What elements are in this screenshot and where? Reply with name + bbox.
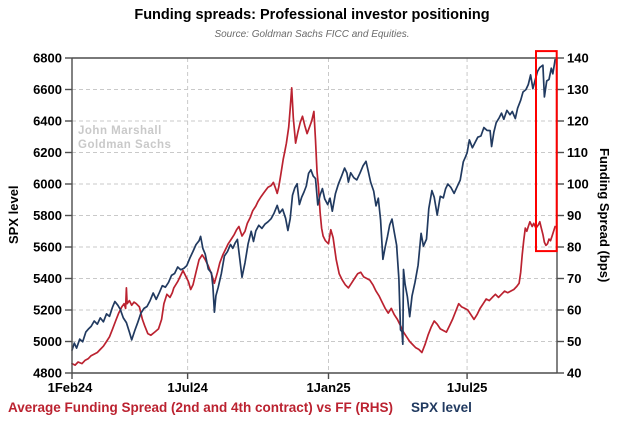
watermark-line1: John Marshall (78, 125, 162, 137)
left-tick-label: 6200 (33, 145, 62, 160)
left-tick-label: 5800 (33, 208, 62, 223)
legend: Average Funding Spread (2nd and 4th cont… (8, 400, 618, 415)
left-tick-label: 6000 (33, 177, 62, 192)
left-tick-label: 6600 (33, 82, 62, 97)
right-tick-label: 120 (567, 114, 589, 129)
highlight-box (535, 50, 558, 253)
funding-spread-line (71, 87, 556, 366)
legend-funding-label: Average Funding Spread (2nd and 4th cont… (8, 400, 394, 415)
right-tick-label: 90 (567, 208, 581, 223)
x-tick-label: 1Jul24 (167, 380, 208, 395)
left-tick-label: 6400 (33, 114, 62, 129)
right-tick-label: 40 (567, 366, 581, 381)
chart-title: Funding spreads: Professional investor p… (134, 7, 490, 23)
watermark: John Marshall Goldman Sachs (78, 124, 171, 152)
chart-subtitle: Source: Goldman Sachs FICC and Equities. (214, 29, 410, 40)
left-tick-label: 4800 (33, 366, 62, 381)
left-tick-label: 5000 (33, 334, 62, 349)
right-tick-label: 80 (567, 240, 581, 255)
x-axis-tick-labels: 1Feb24 1Jul24 1Jan25 1Jul25 (48, 380, 488, 395)
gridlines (72, 58, 557, 373)
series-layer (71, 58, 556, 366)
right-tick-label: 100 (567, 177, 589, 192)
right-axis-title: Funding Spread (bps) (597, 147, 612, 283)
right-tick-label: 110 (567, 145, 588, 160)
x-tick-label: 1Jul25 (447, 380, 487, 395)
watermark-line2: Goldman Sachs (78, 139, 172, 151)
left-axis-tick-labels: 6800 6600 6400 6200 6000 5800 5600 5400 … (33, 51, 62, 381)
spx-line (71, 58, 556, 352)
right-tick-label: 60 (567, 303, 581, 318)
left-tick-label: 5600 (33, 240, 62, 255)
right-tick-label: 70 (567, 271, 581, 286)
right-tick-label: 50 (567, 334, 581, 349)
right-axis-tick-labels: 140 130 120 110 100 90 80 70 60 50 40 (567, 51, 589, 381)
x-tick-label: 1Feb24 (48, 380, 94, 395)
left-tick-label: 5400 (33, 271, 62, 286)
left-tick-label: 6800 (33, 51, 62, 66)
right-tick-label: 140 (567, 51, 589, 66)
legend-spx-label: SPX level (411, 400, 472, 415)
axes-frame (65, 57, 564, 379)
left-tick-label: 5200 (33, 303, 62, 318)
right-tick-label: 130 (567, 82, 589, 97)
x-tick-label: 1Jan25 (306, 380, 350, 395)
